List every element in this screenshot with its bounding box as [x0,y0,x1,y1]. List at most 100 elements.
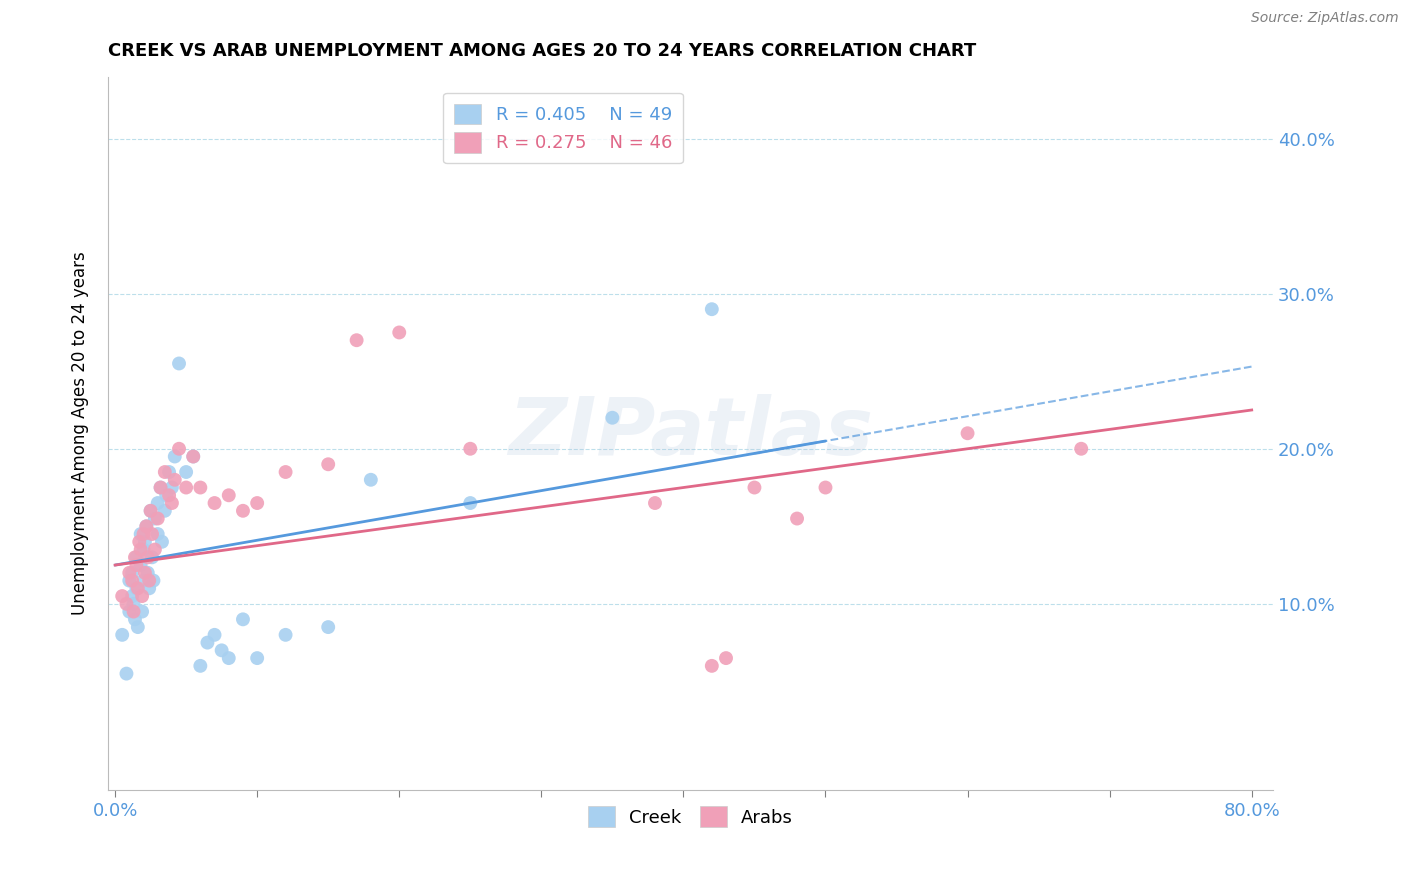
Point [167,356,190,370]
Point [146,527,169,541]
Point [118,566,141,580]
Point [136,550,159,565]
Point [138,582,160,596]
Point [316,620,339,634]
Point [188,658,211,673]
Point [128,534,150,549]
Point [149,481,172,495]
Point [157,465,180,479]
Legend: Creek, Arabs: Creek, Arabs [581,799,800,834]
Point [121,574,143,588]
Point [153,504,176,518]
Point [146,496,169,510]
Point [160,496,183,510]
Point [118,605,141,619]
Point [146,511,169,525]
Point [167,442,190,456]
Point [155,488,177,502]
Point [115,597,138,611]
Text: ZIPatlas: ZIPatlas [508,394,873,472]
Y-axis label: Unemployment Among Ages 20 to 24 years: Unemployment Among Ages 20 to 24 years [72,252,89,615]
Point [644,496,666,510]
Point [204,496,226,510]
Point [127,582,149,596]
Text: CREEK VS ARAB UNEMPLOYMENT AMONG AGES 20 TO 24 YEARS CORRELATION CHART: CREEK VS ARAB UNEMPLOYMENT AMONG AGES 20… [108,42,976,60]
Point [141,527,163,541]
Point [218,488,240,502]
Point [602,410,624,425]
Point [153,465,176,479]
Point [197,635,219,649]
Point [814,481,837,495]
Point [135,519,157,533]
Point [143,542,166,557]
Point [131,605,153,619]
Point [122,605,145,619]
Point [246,496,269,510]
Point [129,527,152,541]
Point [360,473,382,487]
Point [139,504,162,518]
Point [232,504,254,518]
Point [700,302,723,317]
Point [136,566,159,580]
Point [346,333,368,347]
Point [118,574,141,588]
Point [458,442,481,456]
Point [134,534,156,549]
Point [125,550,148,565]
Point [150,534,173,549]
Point [129,558,152,572]
Point [111,589,134,603]
Point [211,643,233,657]
Point [111,628,134,642]
Point [132,542,155,557]
Point [232,612,254,626]
Point [1070,442,1092,456]
Point [127,620,149,634]
Point [131,589,153,603]
Point [714,651,737,665]
Point [139,504,162,518]
Point [388,326,411,340]
Point [458,496,481,510]
Point [204,628,226,642]
Point [121,589,143,603]
Point [744,481,766,495]
Point [124,612,146,626]
Point [134,566,156,580]
Point [700,658,723,673]
Point [135,519,157,533]
Point [188,481,211,495]
Point [149,481,172,495]
Point [132,574,155,588]
Point [160,481,183,495]
Point [124,550,146,565]
Point [181,450,204,464]
Point [157,488,180,502]
Point [181,450,204,464]
Point [122,597,145,611]
Point [142,574,165,588]
Point [125,558,148,572]
Point [121,566,143,580]
Point [218,651,240,665]
Point [141,550,163,565]
Point [786,511,808,525]
Point [125,582,148,596]
Point [129,542,152,557]
Point [132,527,155,541]
Point [316,457,339,471]
Point [246,651,269,665]
Point [143,511,166,525]
Point [163,473,186,487]
Point [115,666,138,681]
Point [163,450,186,464]
Text: Source: ZipAtlas.com: Source: ZipAtlas.com [1251,11,1399,25]
Point [274,465,297,479]
Point [274,628,297,642]
Point [956,426,979,441]
Point [138,574,160,588]
Point [174,465,197,479]
Point [174,481,197,495]
